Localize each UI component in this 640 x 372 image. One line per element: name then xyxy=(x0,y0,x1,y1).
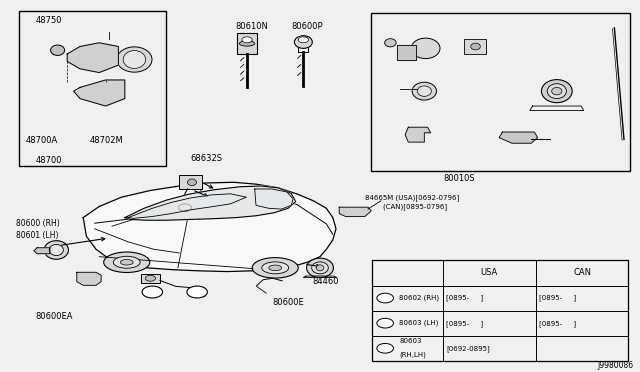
Text: [0895-     ]: [0895- ] xyxy=(539,295,576,301)
Ellipse shape xyxy=(294,36,312,48)
Text: [0895-     ]: [0895- ] xyxy=(446,295,483,301)
Ellipse shape xyxy=(552,87,562,95)
Ellipse shape xyxy=(541,80,572,103)
Text: 48702M: 48702M xyxy=(90,136,124,145)
Text: 80610N: 80610N xyxy=(236,22,268,31)
Ellipse shape xyxy=(104,252,150,272)
Polygon shape xyxy=(34,248,50,254)
Polygon shape xyxy=(128,194,246,218)
Ellipse shape xyxy=(252,257,298,278)
Text: 80010S: 80010S xyxy=(444,174,476,183)
Ellipse shape xyxy=(51,45,65,55)
Ellipse shape xyxy=(471,43,480,50)
Circle shape xyxy=(377,293,394,303)
Polygon shape xyxy=(339,207,371,217)
Text: 80600EA: 80600EA xyxy=(35,312,73,321)
Polygon shape xyxy=(125,186,296,220)
Ellipse shape xyxy=(49,244,63,256)
Text: 1: 1 xyxy=(150,288,155,296)
Bar xyxy=(464,39,486,54)
Circle shape xyxy=(145,275,156,281)
Circle shape xyxy=(377,318,394,328)
Bar xyxy=(237,33,257,54)
Text: 2: 2 xyxy=(195,288,200,296)
Ellipse shape xyxy=(262,262,289,274)
Text: 48750: 48750 xyxy=(35,16,61,25)
Ellipse shape xyxy=(269,265,282,271)
Text: 80601 (LH): 80601 (LH) xyxy=(16,231,58,240)
Bar xyxy=(179,175,202,189)
Ellipse shape xyxy=(307,258,333,278)
Circle shape xyxy=(187,286,207,298)
Text: 68632S: 68632S xyxy=(191,154,223,163)
Ellipse shape xyxy=(412,38,440,58)
Bar xyxy=(371,13,630,171)
Ellipse shape xyxy=(188,179,196,186)
Text: 80600E: 80600E xyxy=(272,298,304,307)
Polygon shape xyxy=(255,189,293,209)
Ellipse shape xyxy=(412,82,436,100)
Polygon shape xyxy=(67,43,118,73)
Bar xyxy=(141,274,160,283)
Text: [0895-     ]: [0895- ] xyxy=(446,320,483,327)
Text: 84460: 84460 xyxy=(312,278,339,286)
Circle shape xyxy=(242,37,252,43)
Text: 80600P: 80600P xyxy=(292,22,323,31)
Ellipse shape xyxy=(312,262,328,274)
Ellipse shape xyxy=(123,51,146,68)
Text: 1: 1 xyxy=(383,345,388,351)
Text: USA: USA xyxy=(481,269,498,278)
Ellipse shape xyxy=(44,241,68,259)
Ellipse shape xyxy=(239,41,255,46)
Text: (RH,LH): (RH,LH) xyxy=(399,352,426,358)
Text: J9980086: J9980086 xyxy=(598,361,634,370)
Text: [0895-     ]: [0895- ] xyxy=(539,320,576,327)
Text: CAN: CAN xyxy=(573,269,591,278)
Ellipse shape xyxy=(385,39,396,47)
Circle shape xyxy=(298,37,308,43)
Circle shape xyxy=(142,286,163,298)
Polygon shape xyxy=(499,132,538,143)
Text: 80602 (RH): 80602 (RH) xyxy=(399,295,439,301)
Ellipse shape xyxy=(316,265,324,271)
Ellipse shape xyxy=(120,260,133,265)
Text: (CAN)[0895-0796]: (CAN)[0895-0796] xyxy=(365,203,447,210)
Circle shape xyxy=(377,343,394,353)
Text: 2: 2 xyxy=(383,295,388,301)
Text: 48700: 48700 xyxy=(35,156,61,165)
Polygon shape xyxy=(83,182,336,272)
Ellipse shape xyxy=(417,86,431,96)
Text: 2: 2 xyxy=(383,320,388,326)
Text: 48700A: 48700A xyxy=(26,136,58,145)
Ellipse shape xyxy=(117,47,152,72)
Bar xyxy=(19,11,166,166)
Text: [0692-0895]: [0692-0895] xyxy=(446,345,490,352)
Polygon shape xyxy=(405,127,431,142)
Text: 84665M (USA)[0692-0796]: 84665M (USA)[0692-0796] xyxy=(365,194,459,201)
Bar xyxy=(372,260,628,361)
Text: 80603: 80603 xyxy=(399,338,422,344)
Ellipse shape xyxy=(547,84,566,99)
Text: 80603 (LH): 80603 (LH) xyxy=(399,320,438,326)
Polygon shape xyxy=(77,272,101,285)
Polygon shape xyxy=(74,80,125,106)
Ellipse shape xyxy=(113,256,140,268)
Polygon shape xyxy=(397,45,416,60)
Text: 80600 (RH): 80600 (RH) xyxy=(16,219,60,228)
